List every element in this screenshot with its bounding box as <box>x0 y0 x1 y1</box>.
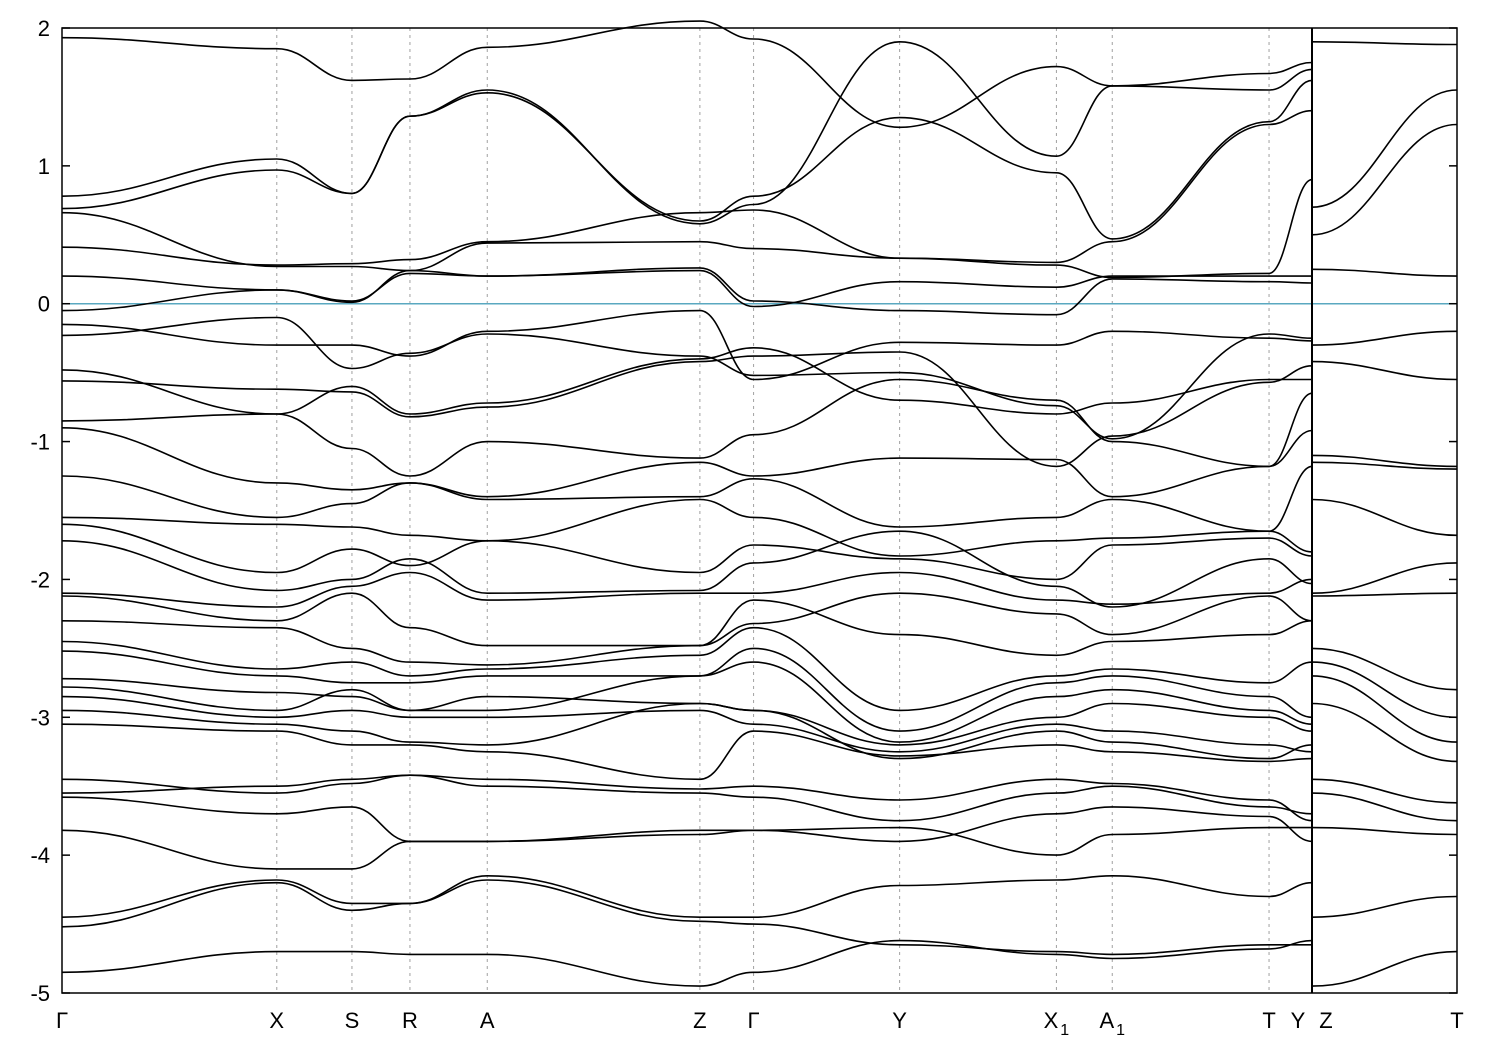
band-line-42 <box>1311 498 1458 537</box>
band-line-2 <box>61 79 1313 240</box>
band-line-13 <box>61 465 1313 533</box>
band-line-40 <box>1311 454 1458 468</box>
y-tick-label: -5 <box>30 981 50 1006</box>
kpoint-label: A <box>480 1008 495 1033</box>
band-line-22 <box>61 661 1313 743</box>
band-lines <box>61 20 1458 987</box>
band-line-37 <box>1311 268 1458 277</box>
band-line-20 <box>61 626 1313 712</box>
band-line-47 <box>1311 675 1458 743</box>
band-line-26 <box>61 723 1313 781</box>
kpoint-label: X <box>269 1008 284 1033</box>
band-line-5 <box>61 269 1312 308</box>
band-line-6 <box>61 267 1313 316</box>
band-line-45 <box>1311 647 1458 691</box>
band-line-4 <box>61 178 1313 279</box>
band-line-34 <box>1311 41 1458 46</box>
band-line-38 <box>1311 330 1458 346</box>
band-line-43 <box>1311 562 1458 594</box>
band-line-0 <box>61 20 1313 129</box>
band-line-30 <box>61 826 1312 870</box>
band-line-52 <box>1311 895 1458 918</box>
y-tick-label: -2 <box>30 567 50 592</box>
band-line-28 <box>61 774 1313 822</box>
band-line-29 <box>61 796 1313 843</box>
y-tick-label: 2 <box>38 16 50 41</box>
band-line-48 <box>1311 702 1458 763</box>
kpoint-label: Z <box>1319 1008 1332 1033</box>
band-line-14 <box>61 498 1313 557</box>
band-line-32 <box>61 879 1312 956</box>
band-line-53 <box>1311 950 1458 987</box>
band-line-7 <box>61 309 1313 381</box>
band-line-16 <box>61 530 1313 608</box>
y-tick-label: -4 <box>30 843 50 868</box>
kpoint-label: S <box>345 1008 360 1033</box>
band-line-51 <box>1311 826 1458 836</box>
band-line-41 <box>1311 461 1458 470</box>
band-line-11 <box>61 378 1313 477</box>
band-line-44 <box>1311 592 1458 597</box>
kpoint-label: Γ <box>748 1008 760 1033</box>
kpoint-label: T <box>1262 1008 1275 1033</box>
y-tick-label: -1 <box>30 430 50 455</box>
band-line-36 <box>1311 123 1458 236</box>
band-line-31 <box>61 874 1313 918</box>
band-line-12 <box>61 427 1313 498</box>
band-line-39 <box>1311 360 1458 381</box>
band-line-35 <box>1311 89 1458 208</box>
band-line-46 <box>1311 661 1458 719</box>
kpoint-label: R <box>402 1008 418 1033</box>
band-line-50 <box>1311 792 1458 822</box>
kpoint-label: Y <box>1291 1008 1306 1033</box>
y-tick-label: 0 <box>38 292 50 317</box>
band-line-49 <box>1311 778 1458 804</box>
band-line-21 <box>61 647 1313 732</box>
band-line-9 <box>61 346 1312 415</box>
band-line-18 <box>61 592 1313 647</box>
kpoint-label: Γ <box>56 1008 68 1033</box>
band-line-8 <box>61 316 1313 440</box>
band-line-1 <box>61 40 1313 225</box>
band-line-15 <box>61 523 1313 581</box>
band-line-3 <box>61 109 1313 272</box>
band-line-17 <box>61 571 1313 608</box>
plot-frame <box>61 27 1458 994</box>
band-line-10 <box>61 351 1313 468</box>
band-line-24 <box>61 695 1313 753</box>
kpoint-label: Z <box>693 1008 706 1033</box>
y-axis-ticks: 2 1 0 -1 -2 -3 -4 -5 <box>30 16 1457 1006</box>
y-tick-label: 1 <box>38 154 50 179</box>
kpoint-label: T <box>1450 1008 1463 1033</box>
band-line-25 <box>61 702 1313 760</box>
kpoint-grid-lines <box>276 28 1270 993</box>
band-line-27 <box>61 774 1313 822</box>
kpoint-label: Y <box>892 1008 907 1033</box>
y-tick-label: -3 <box>30 705 50 730</box>
axes-frame <box>61 27 1458 994</box>
band-line-19 <box>61 599 1313 666</box>
band-line-33 <box>61 939 1313 987</box>
